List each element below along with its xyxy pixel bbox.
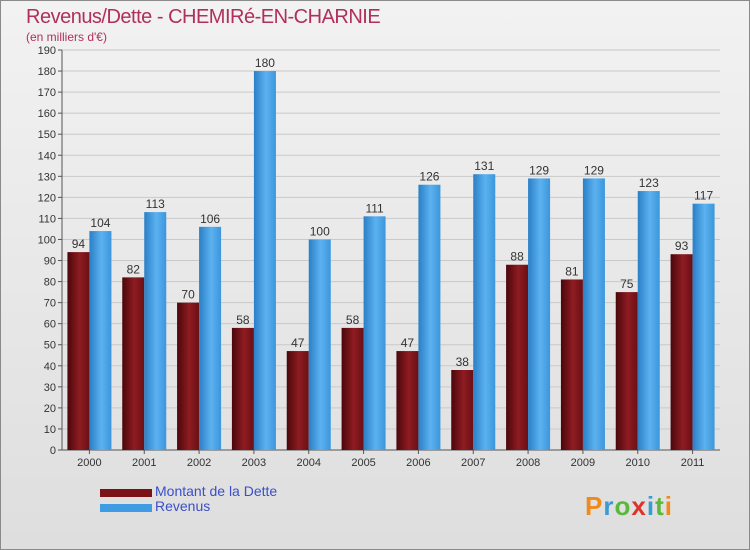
x-tick-label: 2003 bbox=[242, 457, 266, 469]
y-tick-label: 100 bbox=[38, 234, 56, 246]
bar-revenue bbox=[144, 212, 167, 450]
bar-debt bbox=[122, 277, 145, 450]
y-tick-label: 190 bbox=[38, 45, 56, 57]
bar-revenue bbox=[253, 71, 276, 450]
y-tick-label: 120 bbox=[38, 192, 56, 204]
y-tick-label: 0 bbox=[50, 445, 56, 457]
y-tick-label: 10 bbox=[44, 424, 56, 436]
bar-debt-label: 93 bbox=[675, 239, 689, 253]
y-tick-label: 160 bbox=[38, 108, 56, 120]
y-tick-label: 180 bbox=[38, 66, 56, 78]
x-tick-label: 2001 bbox=[132, 457, 156, 469]
x-tick-label: 2009 bbox=[571, 457, 595, 469]
bar-debt bbox=[396, 351, 419, 450]
x-tick-label: 2010 bbox=[626, 457, 650, 469]
bar-debt bbox=[177, 302, 200, 450]
legend-swatch-debt bbox=[100, 489, 152, 497]
y-tick-label: 60 bbox=[44, 319, 56, 331]
y-tick-label: 90 bbox=[44, 256, 56, 268]
y-tick-label: 40 bbox=[44, 361, 56, 373]
bar-revenue bbox=[363, 216, 386, 450]
bar-revenue-label: 126 bbox=[419, 170, 439, 184]
x-tick-label: 2006 bbox=[406, 457, 430, 469]
y-tick-label: 50 bbox=[44, 340, 56, 352]
x-tick-label: 2000 bbox=[77, 457, 101, 469]
bar-debt-label: 75 bbox=[620, 277, 634, 291]
x-tick-label: 2007 bbox=[461, 457, 485, 469]
bar-revenue bbox=[418, 184, 441, 450]
bar-revenue-label: 180 bbox=[255, 56, 275, 70]
bar-debt-label: 38 bbox=[456, 355, 470, 369]
y-tick-label: 20 bbox=[44, 403, 56, 415]
bar-debt bbox=[615, 292, 638, 450]
bar-debt-label: 47 bbox=[291, 336, 305, 350]
bar-revenue bbox=[199, 226, 222, 450]
bar-revenue-label: 129 bbox=[529, 163, 549, 177]
y-tick-label: 140 bbox=[38, 150, 56, 162]
legend-swatch-revenue bbox=[100, 504, 152, 512]
bar-debt-label: 58 bbox=[236, 313, 250, 327]
y-tick-label: 130 bbox=[38, 171, 56, 183]
y-tick-label: 110 bbox=[38, 213, 56, 225]
bar-revenue-label: 129 bbox=[584, 163, 604, 177]
bar-revenue bbox=[308, 239, 331, 450]
bar-debt bbox=[286, 351, 309, 450]
bar-debt-label: 58 bbox=[346, 313, 360, 327]
bar-revenue-label: 113 bbox=[146, 197, 165, 211]
bar-revenue-label: 123 bbox=[639, 176, 659, 190]
x-tick-label: 2008 bbox=[516, 457, 540, 469]
bar-revenue bbox=[528, 178, 551, 450]
chart-subtitle: (en milliers d'€) bbox=[26, 30, 107, 44]
y-tick-label: 80 bbox=[44, 277, 56, 289]
x-tick-label: 2004 bbox=[297, 457, 321, 469]
bar-revenue bbox=[89, 231, 112, 450]
legend-label-revenue: Revenus bbox=[155, 498, 211, 514]
bar-revenue bbox=[692, 203, 715, 450]
bar-debt bbox=[67, 252, 90, 450]
bar-debt-label: 81 bbox=[565, 264, 579, 278]
bar-debt-label: 94 bbox=[72, 237, 86, 251]
x-tick-label: 2005 bbox=[351, 457, 375, 469]
bar-revenue bbox=[637, 191, 660, 451]
bar-revenue-label: 104 bbox=[90, 216, 110, 230]
y-tick-label: 150 bbox=[38, 129, 56, 141]
proxiti-logo: Proxiti bbox=[585, 491, 673, 521]
chart-title: Revenus/Dette - CHEMIRé-EN-CHARNIE bbox=[26, 6, 381, 28]
bar-debt-label: 47 bbox=[401, 336, 415, 350]
bar-revenue bbox=[582, 178, 605, 450]
bar-debt-label: 70 bbox=[181, 288, 195, 302]
bar-revenue-label: 117 bbox=[694, 189, 713, 203]
y-tick-label: 70 bbox=[44, 298, 56, 310]
bar-debt bbox=[506, 264, 529, 450]
bar-debt bbox=[451, 370, 474, 450]
bar-debt bbox=[341, 327, 364, 450]
y-tick-label: 30 bbox=[44, 382, 56, 394]
bar-revenue-label: 111 bbox=[365, 201, 384, 215]
bar-revenue-label: 100 bbox=[310, 224, 330, 238]
bar-debt-label: 88 bbox=[510, 250, 524, 264]
y-tick-label: 170 bbox=[38, 87, 56, 99]
bar-debt bbox=[670, 254, 693, 450]
bar-debt bbox=[231, 327, 254, 450]
bar-debt-label: 82 bbox=[127, 262, 141, 276]
x-tick-label: 2011 bbox=[681, 457, 705, 469]
bar-revenue-label: 106 bbox=[200, 212, 220, 226]
bar-debt bbox=[560, 279, 583, 450]
legend-label-debt: Montant de la Dette bbox=[155, 483, 278, 499]
bar-revenue bbox=[473, 174, 496, 451]
x-tick-label: 2002 bbox=[187, 457, 211, 469]
bar-revenue-label: 131 bbox=[474, 159, 494, 173]
